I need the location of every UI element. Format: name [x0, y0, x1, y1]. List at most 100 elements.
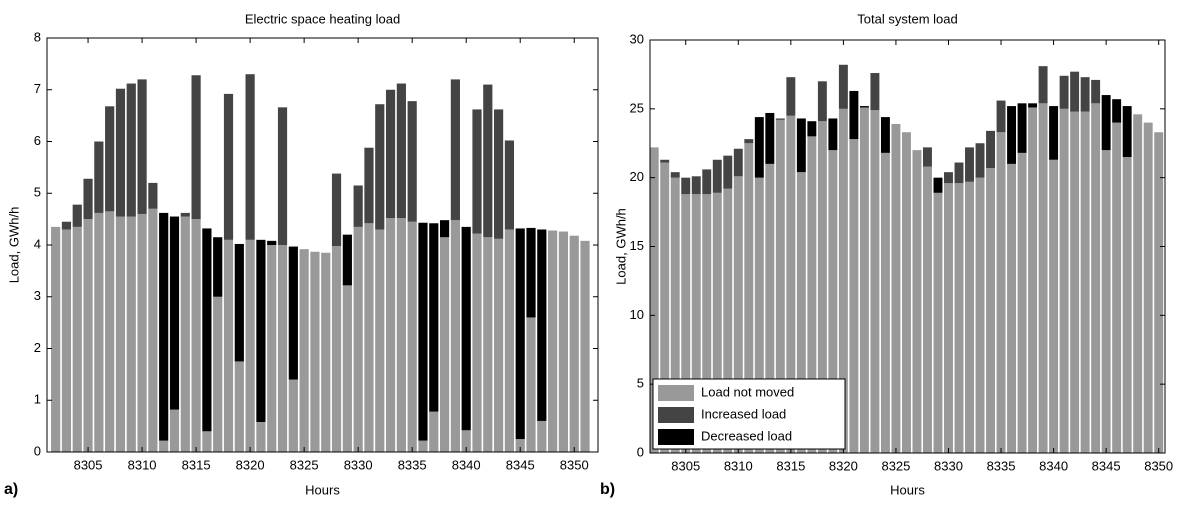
bar: [702, 194, 712, 454]
bar: [1101, 95, 1111, 151]
bar: [159, 440, 169, 452]
bar: [954, 162, 964, 184]
bar: [364, 147, 374, 224]
bar: [807, 136, 817, 453]
panel-label: b): [600, 481, 615, 498]
bar: [1080, 111, 1090, 453]
bar: [796, 118, 806, 173]
chart-title: Total system load: [857, 11, 957, 26]
bar: [418, 222, 428, 441]
bar: [660, 162, 670, 454]
bar: [1038, 103, 1048, 454]
x-tick-label: 8325: [290, 457, 319, 472]
bar: [526, 317, 536, 452]
bar: [83, 219, 93, 452]
bar: [105, 106, 115, 212]
bar: [996, 100, 1006, 133]
bar: [288, 246, 298, 380]
bar: [691, 176, 701, 195]
bar: [159, 212, 169, 441]
bar: [126, 83, 136, 217]
legend-label: Load not moved: [701, 384, 794, 399]
bar: [723, 188, 733, 453]
x-tick-label: 8315: [182, 457, 211, 472]
legend-label: Decreased load: [701, 428, 792, 443]
bar: [733, 148, 743, 177]
bar: [1091, 103, 1101, 454]
bar: [891, 123, 901, 453]
panel-label: a): [4, 481, 18, 498]
bar: [115, 88, 126, 217]
bar: [775, 118, 785, 120]
bar: [180, 212, 190, 217]
bar: [461, 430, 471, 452]
bar: [83, 178, 93, 220]
bar: [744, 139, 754, 144]
bar: [954, 183, 964, 453]
bar: [558, 231, 569, 452]
bar: [1007, 106, 1017, 164]
x-tick-label: 8345: [1092, 458, 1121, 473]
bar: [353, 226, 363, 452]
bar: [353, 185, 363, 227]
bar: [670, 172, 680, 178]
x-tick-label: 8340: [1039, 458, 1068, 473]
bar: [649, 147, 659, 453]
bar: [537, 229, 547, 421]
x-tick-label: 8330: [934, 458, 963, 473]
bar: [223, 239, 234, 452]
bar: [375, 104, 385, 230]
x-tick-label: 8330: [344, 457, 373, 472]
bar: [1028, 107, 1038, 453]
bar: [796, 172, 806, 453]
bar: [472, 109, 482, 234]
bar: [1028, 103, 1038, 108]
y-tick-label: 2: [34, 340, 41, 355]
bar: [1049, 106, 1059, 160]
bar: [213, 296, 223, 452]
bar: [515, 439, 525, 452]
bar: [569, 235, 579, 452]
bar: [1070, 111, 1080, 453]
bar: [838, 108, 848, 453]
bar: [754, 177, 764, 453]
bar: [537, 420, 547, 452]
x-tick-label: 8310: [724, 458, 753, 473]
chart-title: Electric space heating load: [245, 11, 400, 26]
bar: [1017, 152, 1027, 454]
bar: [504, 140, 514, 230]
bar: [342, 234, 352, 286]
y-tick-label: 5: [637, 376, 644, 391]
bar: [691, 194, 701, 454]
bar: [580, 240, 590, 452]
bar: [94, 141, 104, 213]
bar: [975, 143, 985, 178]
bar: [94, 212, 104, 452]
bar: [321, 252, 331, 452]
bar: [342, 285, 352, 452]
bar: [375, 229, 385, 452]
y-tick-label: 20: [630, 169, 644, 184]
y-tick-label: 0: [34, 443, 41, 458]
y-tick-label: 0: [637, 444, 644, 459]
y-tick-label: 4: [34, 236, 41, 251]
bar: [965, 147, 974, 182]
x-tick-label: 8305: [671, 458, 700, 473]
x-axis-label: Hours: [890, 482, 925, 497]
bar: [838, 64, 848, 109]
bar: [223, 93, 234, 240]
bar: [901, 132, 911, 453]
bar: [331, 246, 342, 452]
bar: [1038, 66, 1048, 104]
bar: [148, 182, 158, 209]
bar: [923, 166, 932, 454]
y-axis-label: Load, GWh/h: [6, 207, 21, 284]
bar: [744, 143, 754, 453]
legend-swatch: [658, 407, 694, 423]
bar: [828, 118, 838, 151]
bar: [407, 221, 417, 452]
bar: [472, 233, 482, 452]
bar: [439, 220, 450, 238]
bar: [1112, 122, 1122, 453]
bar: [1112, 99, 1122, 123]
